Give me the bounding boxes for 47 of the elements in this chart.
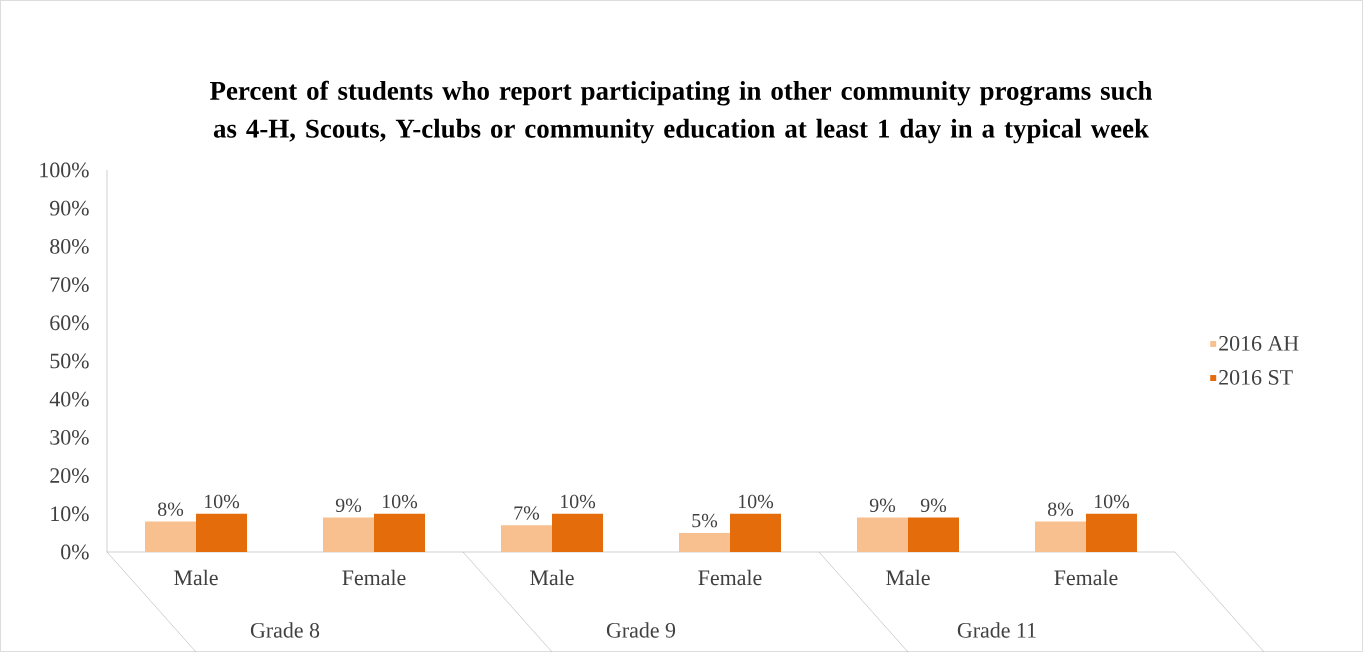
data-label: 10% <box>1094 494 1130 509</box>
text: Grade 11 <box>957 622 1036 638</box>
y-tick-label: 20% <box>50 468 89 483</box>
bar <box>1034 521 1086 552</box>
data-label: 10% <box>560 494 596 509</box>
y-tick-label: 60% <box>50 315 89 331</box>
x-tick-label: Female <box>342 569 406 586</box>
y-tick-label: 80% <box>50 238 89 254</box>
text: Grade 9 <box>606 622 676 638</box>
legend-label: 2016 ST <box>1219 369 1293 385</box>
x-tick-label: Male <box>530 569 574 586</box>
x-tick-label: Male <box>886 569 930 586</box>
chart-title: Percent of students who report participating in other community programs such as 4-H, Scouts, Y-clubs or community education at least 1 day in a typical week <box>210 80 1153 144</box>
data-label: 7% <box>514 506 540 520</box>
y-tick-label: 50% <box>50 353 89 369</box>
bar <box>730 513 781 552</box>
data-label: 5% <box>692 513 718 528</box>
y-tick-label: 90% <box>50 200 89 216</box>
data-label: 10% <box>738 494 774 509</box>
bar <box>908 517 959 552</box>
y-tick-label: 40% <box>49 391 89 407</box>
bar <box>857 517 908 552</box>
bar <box>374 513 425 552</box>
y-tick-label: 100% <box>40 162 89 178</box>
x-tick-label: Female <box>1054 569 1118 586</box>
legend-label: 2016 AH <box>1219 335 1299 351</box>
y-tick-label: 10% <box>51 506 89 522</box>
bar <box>501 525 552 552</box>
data-label: 8% <box>1047 502 1074 516</box>
x-tick-label: Male <box>174 569 218 586</box>
data-label: 9% <box>335 498 362 512</box>
bar <box>1085 513 1137 552</box>
data-label: 10% <box>382 494 418 509</box>
data-label: 9% <box>869 498 896 512</box>
y-tick-label: 30% <box>50 429 89 445</box>
data-label: 9% <box>920 498 947 512</box>
text: Grade 8 <box>250 622 320 638</box>
data-label: 10% <box>205 494 240 509</box>
bar <box>679 532 730 552</box>
bar <box>323 517 375 552</box>
bar <box>552 513 603 552</box>
y-tick-label: 0% <box>61 544 89 560</box>
bar <box>196 513 248 552</box>
bar <box>145 521 197 552</box>
y-tick-label: 70% <box>50 277 89 292</box>
x-tick-label: Female <box>698 569 762 586</box>
data-label: 8% <box>158 502 184 516</box>
